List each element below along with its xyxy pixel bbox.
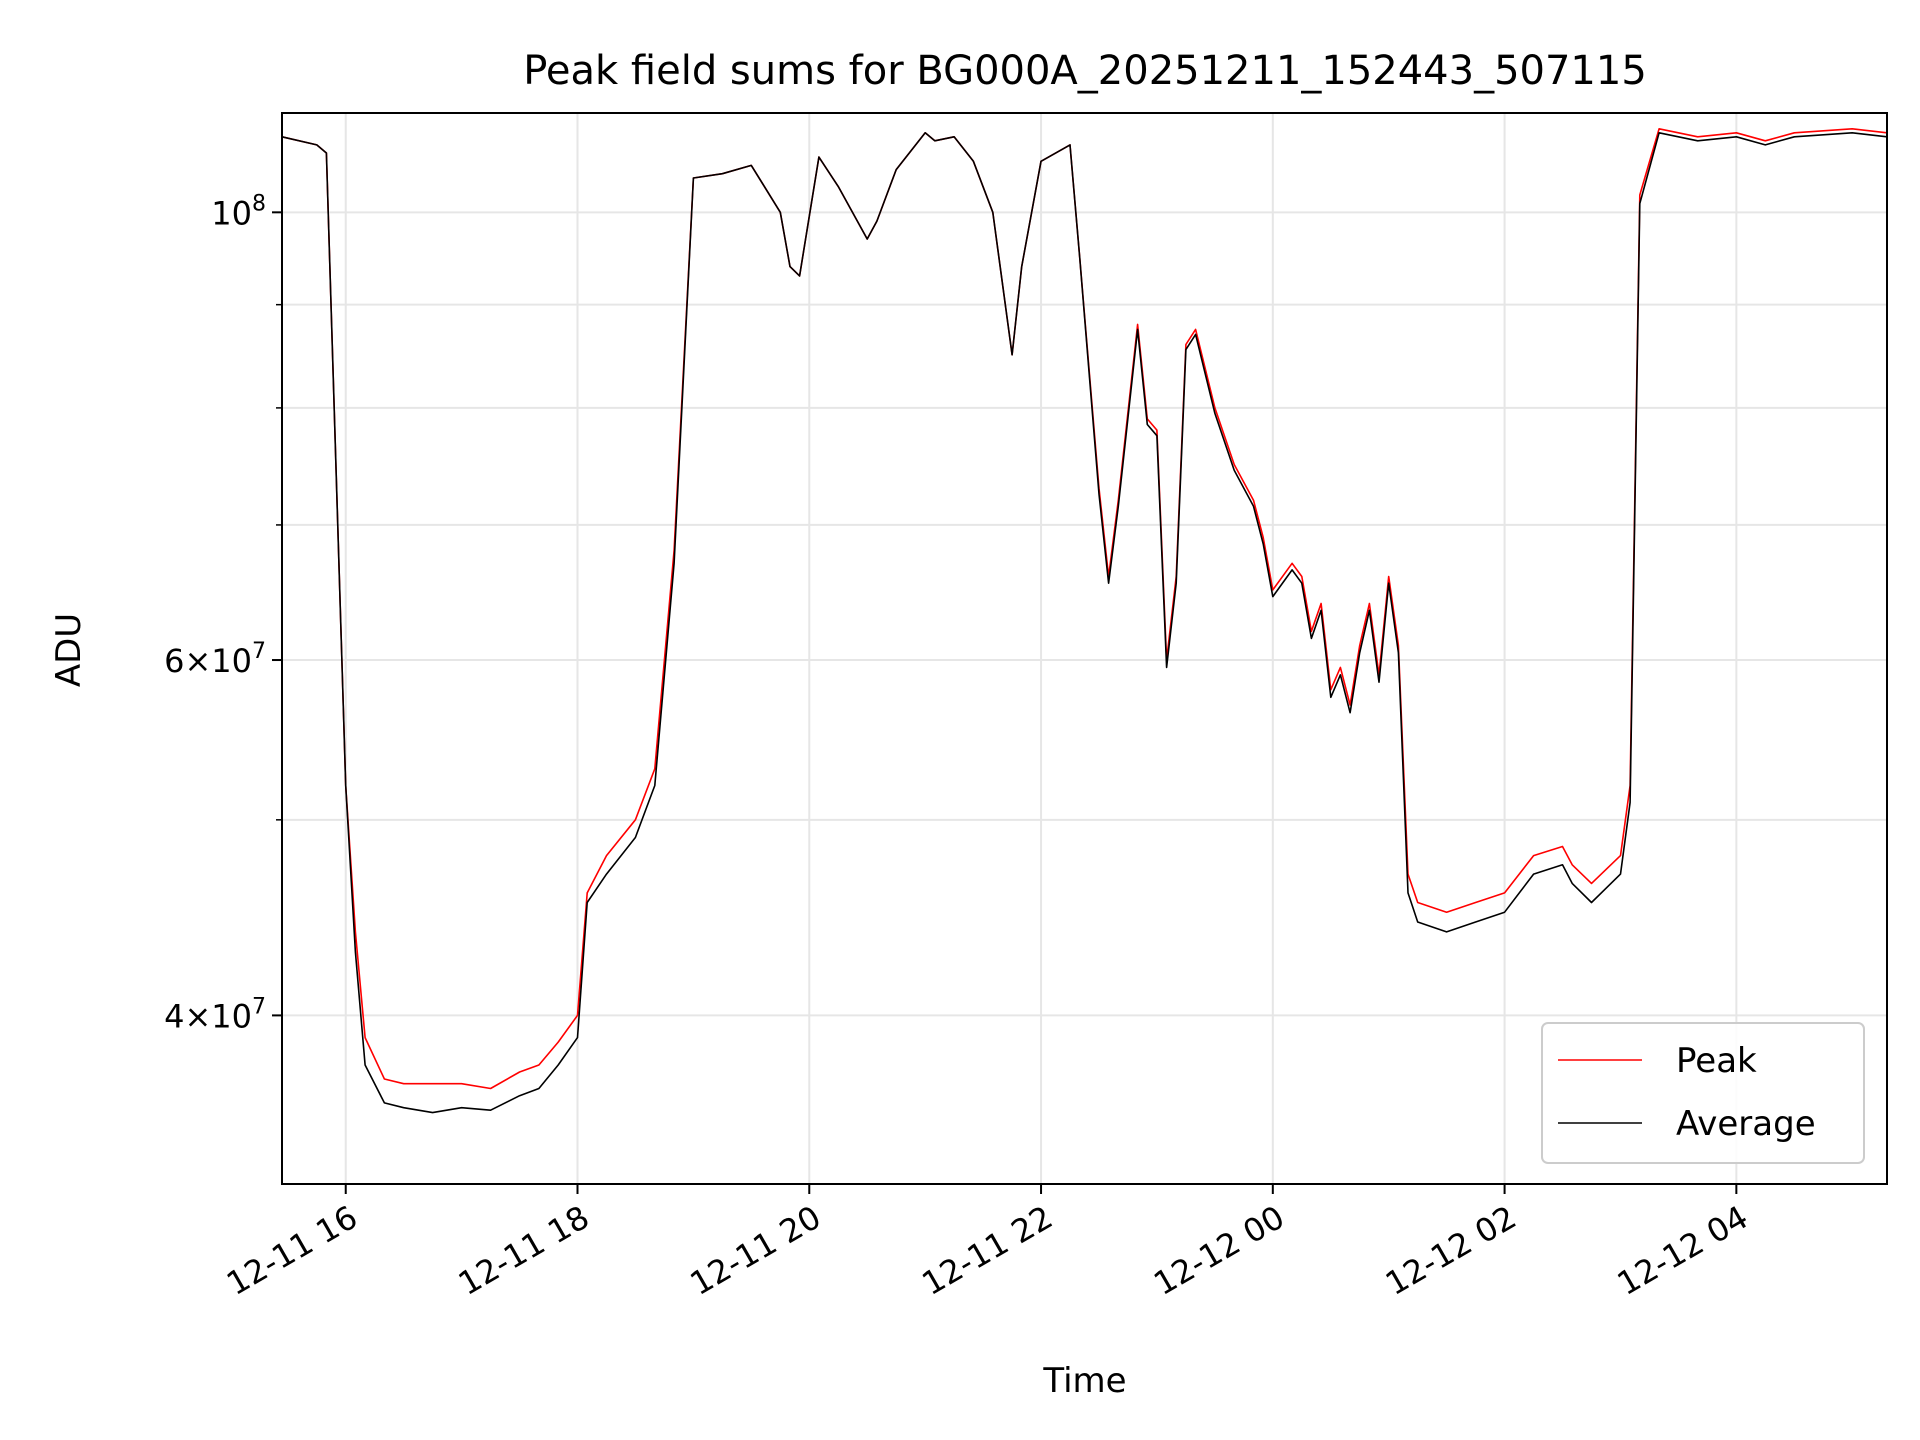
y-tick-label: 4×107: [164, 994, 266, 1035]
legend-label-peak: Peak: [1676, 1041, 1757, 1081]
legend: Peak Average: [1541, 1022, 1865, 1164]
y-tick-label: 6×107: [164, 639, 266, 680]
legend-label-average: Average: [1676, 1104, 1816, 1144]
legend-box: [1541, 1022, 1865, 1164]
x-axis-label: Time: [1042, 1361, 1126, 1401]
y-tick-label: 108: [211, 191, 266, 232]
y-axis-label: ADU: [49, 613, 89, 687]
chart-title: Peak field sums for BG000A_20251211_1524…: [523, 48, 1647, 94]
grid: [282, 113, 1887, 1184]
series-lines: [281, 128, 1888, 1114]
axes-frame: [281, 112, 1888, 1185]
y-axis: 108 6×107 4×107: [164, 191, 282, 1035]
series-line-average: [281, 132, 1888, 1114]
